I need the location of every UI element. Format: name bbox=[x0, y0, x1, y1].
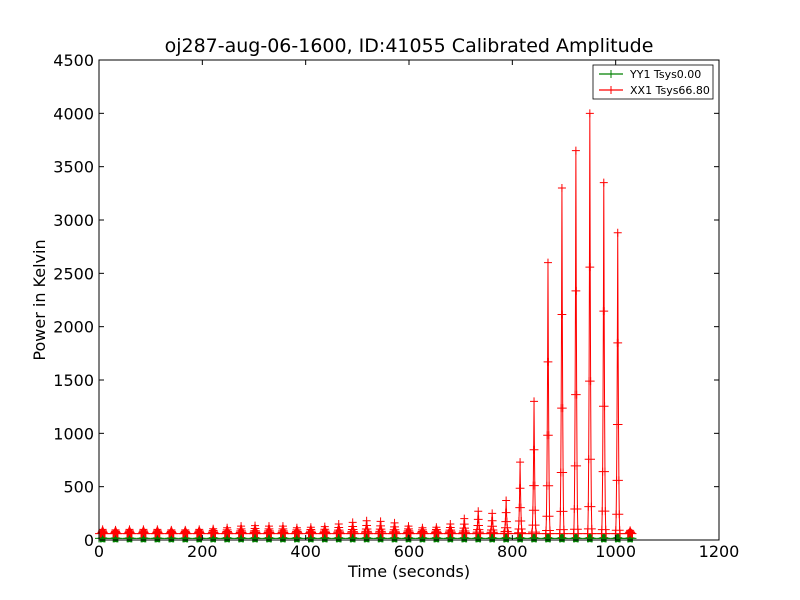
y-tick-label: 4000 bbox=[53, 104, 94, 123]
y-tick-label: 3500 bbox=[53, 158, 94, 177]
y-axis-label: Power in Kelvin bbox=[30, 239, 49, 360]
x-axis-ticks: 0 200 400 600 800 1000 1200 bbox=[94, 60, 739, 561]
x-tick-label: 200 bbox=[187, 542, 218, 561]
y-tick-label: 1000 bbox=[53, 424, 94, 443]
x-tick-label: 0 bbox=[94, 542, 104, 561]
y-tick-label: 500 bbox=[63, 478, 94, 497]
y-tick-label: 2000 bbox=[53, 318, 94, 337]
x-tick-label: 400 bbox=[290, 542, 321, 561]
legend: YY1 Tsys0.00 XX1 Tsys66.80 bbox=[592, 64, 714, 100]
y-tick-label: 1500 bbox=[53, 371, 94, 390]
x-tick-label: 600 bbox=[394, 542, 425, 561]
legend-label-yy1: YY1 Tsys0.00 bbox=[629, 68, 701, 81]
y-tick-label: 4500 bbox=[53, 51, 94, 70]
x-tick-label: 1200 bbox=[699, 542, 740, 561]
y-tick-label: 2500 bbox=[53, 264, 94, 283]
chart-title: oj287-aug-06-1600, ID:41055 Calibrated A… bbox=[165, 35, 654, 57]
legend-box bbox=[592, 64, 714, 100]
y-tick-label: 0 bbox=[84, 531, 94, 550]
x-tick-label: 800 bbox=[497, 542, 528, 561]
legend-marker-yy1 bbox=[607, 70, 615, 78]
x-axis-label: Time (seconds) bbox=[347, 562, 470, 581]
plot-area bbox=[99, 60, 719, 540]
x-tick-label: 1000 bbox=[595, 542, 636, 561]
y-axis-ticks: 0 500 1000 1500 2000 2500 3000 3500 4000 4500 bbox=[53, 51, 719, 550]
legend-label-xx1: XX1 Tsys66.80 bbox=[630, 84, 710, 97]
y-tick-label: 3000 bbox=[53, 211, 94, 230]
legend-marker-xx1 bbox=[607, 86, 615, 94]
